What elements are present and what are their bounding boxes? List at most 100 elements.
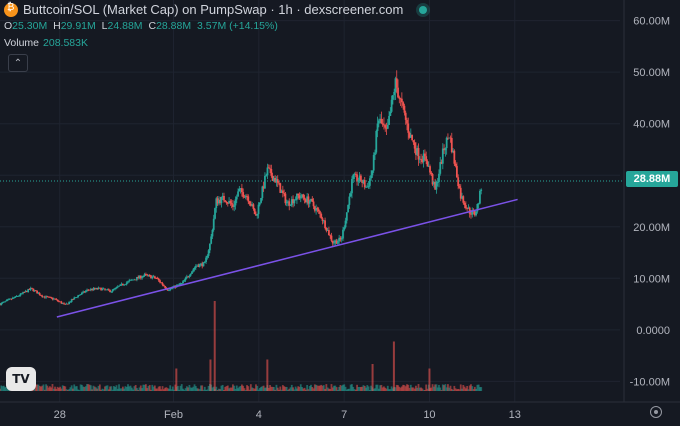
candle-body (107, 289, 110, 291)
candle-body (324, 220, 326, 228)
open-key: O (4, 20, 13, 32)
volume-bar (124, 386, 127, 391)
candle-body (334, 240, 337, 243)
volume-bar (445, 387, 448, 391)
volume-bar (179, 385, 182, 391)
candle-body (83, 291, 86, 293)
tradingview-logo-icon[interactable]: TV (6, 367, 36, 391)
volume-bar (137, 389, 140, 391)
volume-bar (366, 385, 369, 391)
candle-body (6, 299, 9, 301)
volume-bar (377, 388, 380, 391)
candle-body (4, 301, 7, 303)
volume-bar (40, 386, 42, 391)
candle-body (421, 159, 424, 163)
candle-body (354, 173, 357, 175)
y-tick-label: 40.00M (633, 119, 670, 131)
y-tick-label: 50.00M (633, 67, 670, 79)
volume-bar (224, 386, 227, 391)
candle-body (188, 275, 191, 277)
candle-body (180, 283, 183, 284)
volume-bar (123, 388, 126, 391)
volume-bar (150, 389, 152, 391)
candle-body (105, 289, 108, 291)
volume-bar (471, 386, 474, 391)
candle-body (445, 137, 448, 149)
candle-body (211, 229, 214, 237)
candle-body (148, 274, 151, 276)
candle-body (349, 193, 352, 197)
candle-body (98, 287, 101, 289)
volume-bar (340, 385, 343, 391)
candle-body (43, 296, 46, 298)
volume-bar (121, 386, 124, 391)
candle-body (187, 276, 190, 278)
candle-body (269, 168, 271, 170)
volume-bar (339, 385, 342, 391)
volume-bar (38, 385, 41, 391)
candle-body (313, 206, 316, 211)
volume-bar (283, 386, 286, 391)
candle-body (79, 294, 82, 296)
volume-bar (284, 386, 287, 391)
volume-bar (232, 384, 234, 391)
volume-bar (270, 386, 273, 391)
candle-body (45, 296, 47, 298)
volume-bar (417, 384, 420, 391)
candle-body (239, 188, 242, 189)
candle-body (326, 230, 329, 231)
candle-body (292, 199, 294, 204)
candle-body (466, 208, 469, 210)
candle-body (399, 98, 402, 100)
candle-body (201, 263, 204, 267)
volume-bar (467, 389, 470, 391)
collapse-legend-button[interactable]: ⌃ (8, 54, 28, 72)
volume-bar (328, 388, 330, 391)
low-key: L (101, 20, 108, 32)
candle-body (196, 265, 198, 267)
volume-bar (397, 385, 399, 391)
volume-bar (97, 385, 100, 391)
candle-body (470, 213, 472, 215)
candle-body (113, 288, 115, 290)
volume-bar (358, 387, 361, 391)
candle-body (296, 193, 298, 200)
volume-bar (322, 385, 325, 391)
volume-bar (267, 387, 270, 391)
candle-body (183, 280, 186, 282)
candle-body (106, 289, 109, 291)
candle-body (479, 190, 481, 204)
volume-bar (178, 389, 181, 391)
volume-bar (82, 386, 85, 391)
volume-bar (388, 389, 390, 391)
candle-body (331, 240, 334, 244)
candle-body (251, 204, 254, 206)
candle-body (412, 140, 415, 143)
candle-body (264, 175, 266, 189)
ohlc-legend: O25.30M H29.91M L24.88M C28.88M 3.57M (+… (4, 20, 281, 32)
volume-bar (476, 384, 479, 391)
volume-bar (311, 386, 314, 391)
volume-bar (51, 384, 54, 391)
volume-bar (196, 388, 198, 391)
volume-bar (55, 388, 58, 391)
volume-bar (440, 389, 443, 391)
candle-body (395, 78, 398, 88)
volume-bar (171, 386, 174, 391)
volume-bar (264, 387, 266, 391)
candle-body (352, 174, 355, 179)
candle-body (33, 290, 36, 292)
candle-body (368, 178, 371, 186)
candle-body (95, 288, 97, 289)
gear-icon[interactable] (650, 406, 662, 418)
candle-body (238, 188, 241, 192)
candle-body (458, 186, 461, 188)
candle-body (0, 303, 3, 306)
volume-bar (360, 387, 362, 391)
support-trendline (56, 198, 518, 318)
volume-bar (168, 388, 170, 391)
candle-body (46, 296, 49, 298)
candle-body (152, 276, 155, 278)
volume-bar (129, 385, 132, 391)
